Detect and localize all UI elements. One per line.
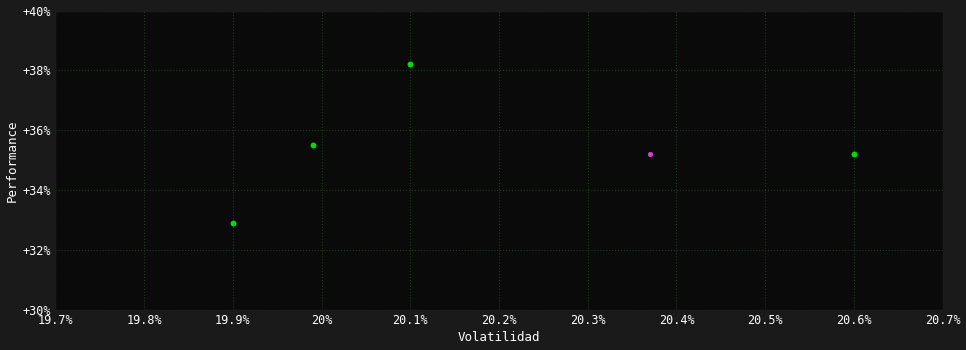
Point (846, 152, 862, 157)
Point (403, 62, 418, 67)
Point (642, 152, 658, 157)
Y-axis label: Performance: Performance (6, 119, 18, 202)
Point (305, 142, 321, 148)
X-axis label: Volatilidad: Volatilidad (458, 331, 540, 344)
Point (225, 220, 241, 226)
